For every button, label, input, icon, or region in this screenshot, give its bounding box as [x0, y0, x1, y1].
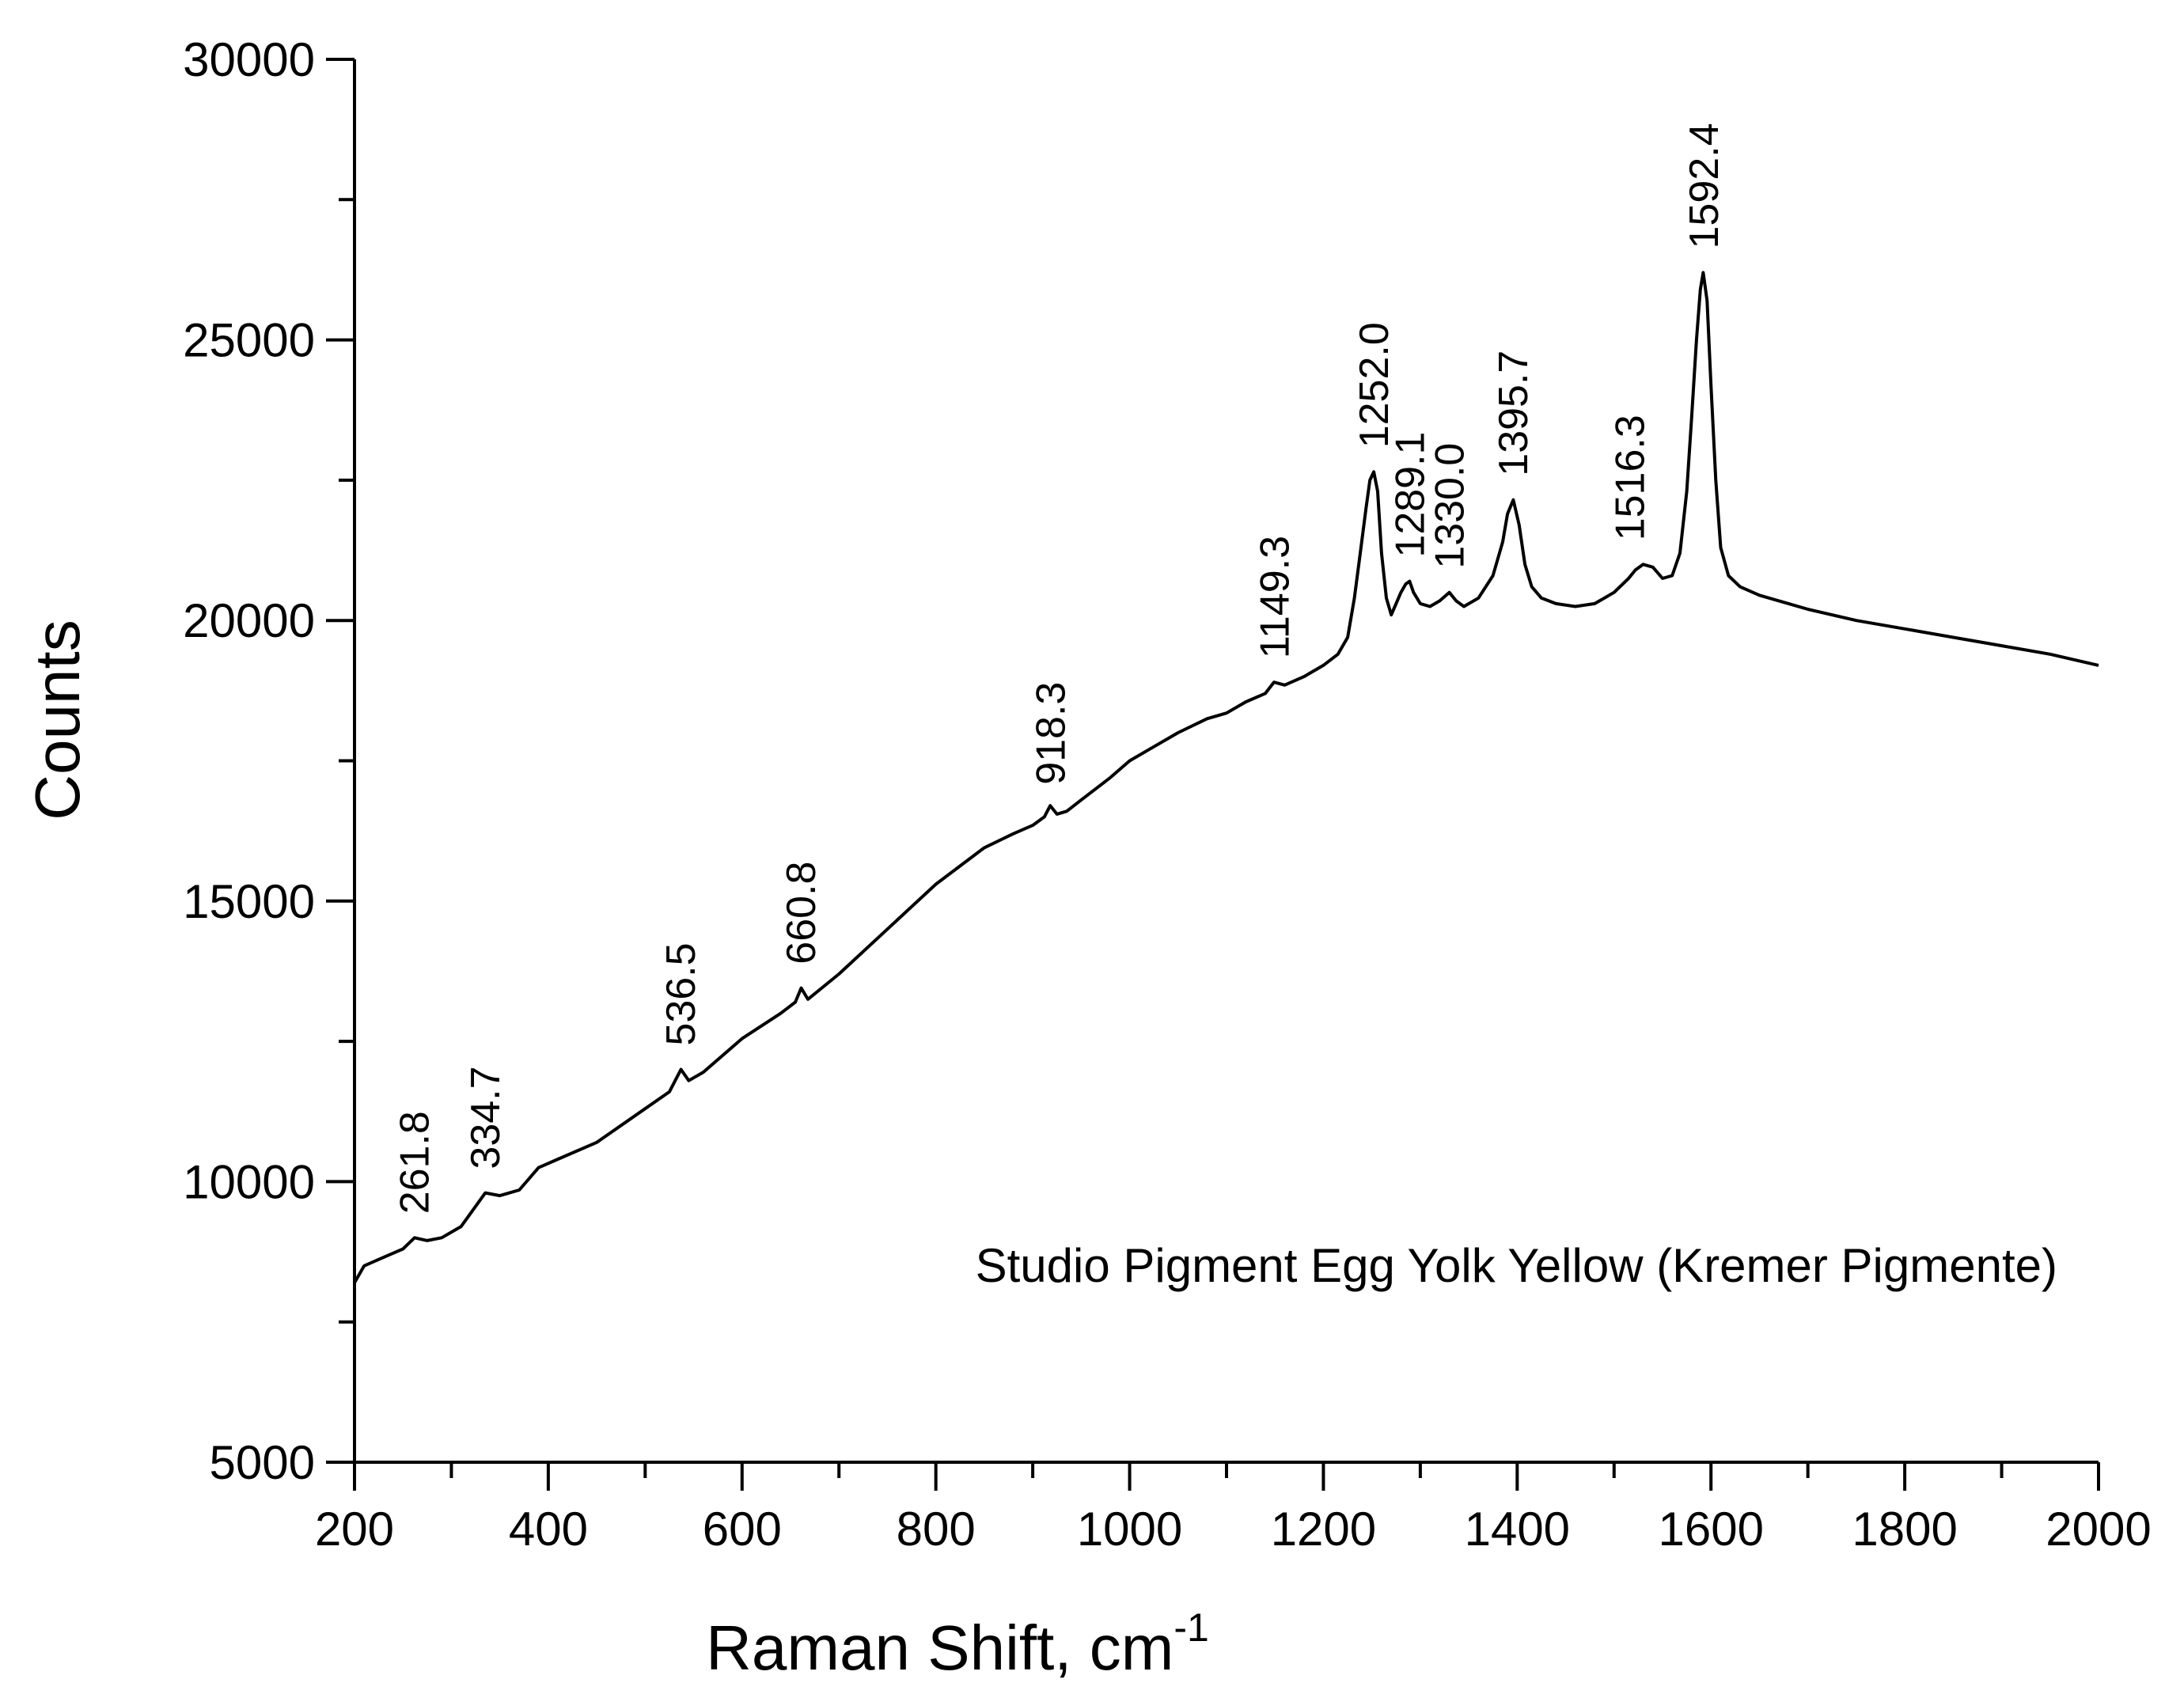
peak-label: 1516.3 — [1608, 415, 1654, 540]
peak-label: 1149.3 — [1252, 536, 1298, 658]
x-tick-label: 400 — [509, 1503, 588, 1556]
sample-annotation: Studio Pigment Egg Yolk Yellow (Kremer P… — [976, 1239, 2057, 1292]
x-axis-title: Raman Shift, cm-1 — [706, 1605, 1209, 1683]
peak-label: 261.8 — [392, 1111, 438, 1214]
peak-labels: 261.8 334.7 536.5 660.8 918.3 1149.3 1252.0128… — [392, 123, 1727, 1214]
spectrum-line — [353, 271, 2099, 1284]
peak-label: 660.8 — [779, 862, 825, 965]
x-tick-label: 1200 — [1271, 1503, 1376, 1556]
peak-label: 1592.4 — [1682, 123, 1727, 248]
x-tick-label: 1400 — [1465, 1503, 1570, 1556]
y-tick-label: 20000 — [183, 594, 315, 647]
x-tick-label: 1800 — [1852, 1503, 1957, 1556]
x-tick-label: 600 — [703, 1503, 782, 1556]
peak-label: 334.7 — [463, 1066, 509, 1169]
x-tick-label: 2000 — [2046, 1503, 2151, 1556]
y-tick-label: 30000 — [183, 33, 315, 86]
series-layer — [353, 271, 2099, 1284]
peak-label: 536.5 — [658, 942, 704, 1045]
peak-label: 1330.0 — [1428, 443, 1473, 569]
ticks: 200 400 600 800 1000 1200 1400 1600 1800 2000 5000… — [183, 33, 2152, 1556]
x-axis-title-text: Raman Shift, cm — [706, 1613, 1174, 1683]
x-axis-title-superscript: -1 — [1174, 1605, 1208, 1650]
y-axis-title: Counts — [22, 620, 93, 820]
x-tick-label: 800 — [897, 1503, 976, 1556]
peak-label: 1252.0 — [1352, 322, 1397, 448]
peak-label: 918.3 — [1029, 682, 1075, 785]
x-tick-label: 1600 — [1658, 1503, 1763, 1556]
peak-label: 1289.1 — [1388, 432, 1434, 558]
peak-label: 1395.7 — [1491, 351, 1537, 476]
y-tick-label: 15000 — [183, 875, 315, 928]
x-tick-label: 1000 — [1077, 1503, 1182, 1556]
y-tick-label: 25000 — [183, 314, 315, 367]
y-tick-label: 5000 — [210, 1436, 315, 1489]
x-tick-label: 200 — [315, 1503, 394, 1556]
y-tick-label: 10000 — [183, 1155, 315, 1208]
